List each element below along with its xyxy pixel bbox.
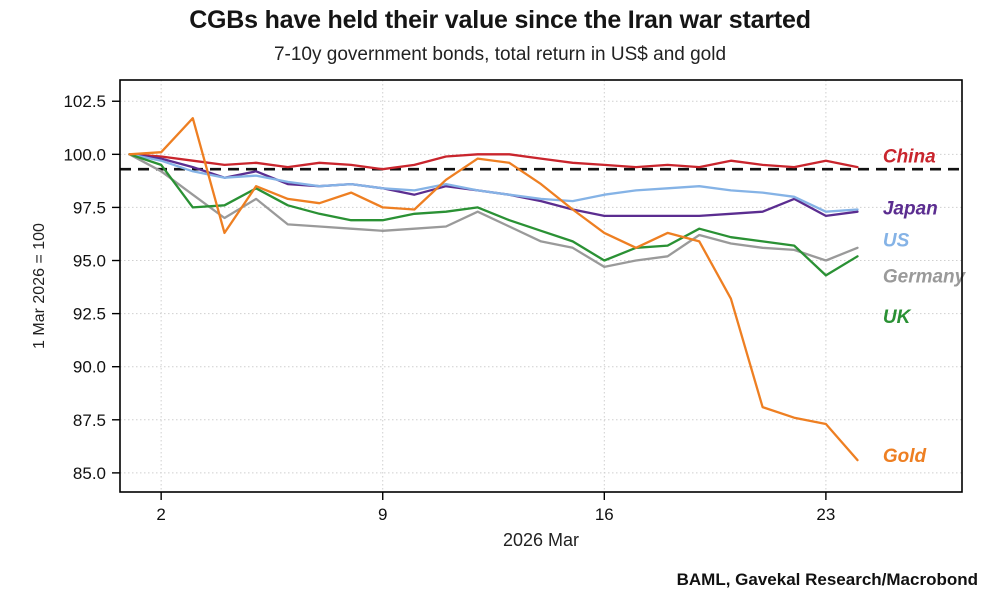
- x-tick-label: 16: [595, 505, 614, 524]
- series-label-japan: Japan: [883, 198, 938, 219]
- series-label-china: China: [883, 146, 936, 167]
- plot-frame: [119, 79, 963, 493]
- series-line-germany: [128, 153, 859, 269]
- y-tick-label: 95.0: [73, 252, 106, 271]
- y-tick-label: 97.5: [73, 198, 106, 217]
- series-label-uk: UK: [883, 307, 912, 328]
- x-axis-title: 2026 Mar: [502, 530, 580, 550]
- y-tick-label: 92.5: [73, 305, 106, 324]
- series-label-gold: Gold: [883, 446, 927, 467]
- series-line-uk: [128, 153, 859, 277]
- series-line-china: [128, 153, 859, 171]
- series-label-us: US: [883, 230, 910, 251]
- y-tick-label: 87.5: [73, 411, 106, 430]
- series-label-germany: Germany: [883, 266, 967, 287]
- y-tick-label: 85.0: [73, 464, 106, 483]
- y-tick-label: 90.0: [73, 358, 106, 377]
- series-line-gold: [128, 117, 859, 462]
- chart-title: CGBs have held their value since the Ira…: [189, 6, 811, 34]
- y-tick-label: 100.0: [63, 145, 106, 164]
- y-axis-title: 1 Mar 2026 = 100: [31, 223, 48, 349]
- y-tick-label: 102.5: [63, 92, 106, 111]
- chart-subtitle: 7-10y government bonds, total return in …: [273, 44, 727, 65]
- source-credit: BAML, Gavekal Research/Macrobond: [676, 570, 978, 589]
- x-tick-label: 23: [816, 505, 835, 524]
- x-tick-label: 9: [378, 505, 387, 524]
- x-tick-label: 2: [156, 505, 165, 524]
- series-line-us: [128, 153, 859, 213]
